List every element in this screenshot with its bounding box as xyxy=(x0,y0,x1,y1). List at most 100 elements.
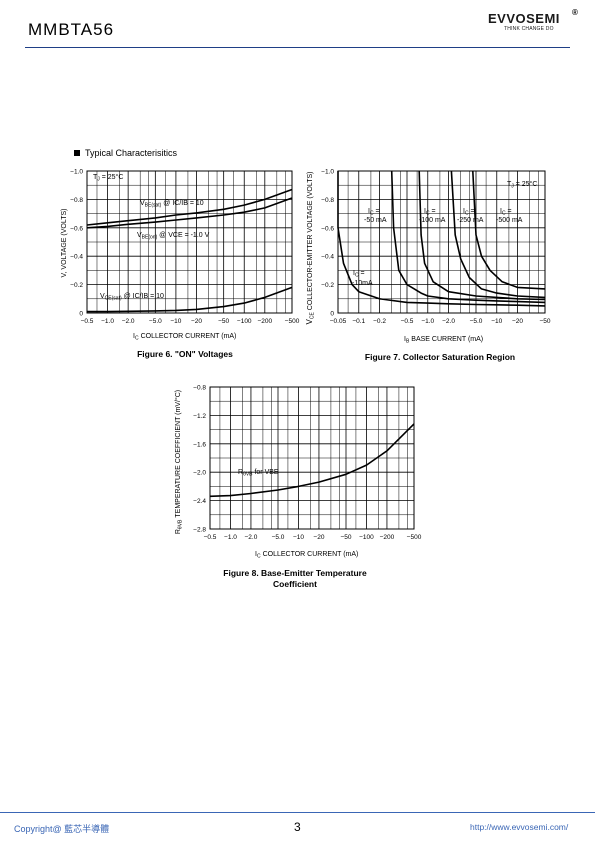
page-number: 3 xyxy=(294,820,301,834)
x-tick-label: −0.5 xyxy=(81,318,94,325)
fig6-vcesat-label: VCE(sat) @ IC/IB = 10 xyxy=(100,293,164,302)
y-tick-label: −0.6 xyxy=(321,225,334,232)
x-tick-label: −2.0 xyxy=(442,318,455,325)
figure-6-text: TJ = 25°C VBE(sat) @ IC/IB = 10 VBE(on) … xyxy=(61,173,236,342)
y-tick-label: −0.8 xyxy=(70,197,83,204)
fig6-xlabel: IC COLLECTOR CURRENT (mA) xyxy=(133,333,236,342)
figure-7-text: TJ = 25°C IC = -50 mA IC = -100 mA IC = -25… xyxy=(305,171,537,344)
section-heading: Typical Characterisitics xyxy=(74,148,177,158)
fig7-tj-label: TJ = 25°C xyxy=(507,180,537,190)
x-tick-label: −5.0 xyxy=(470,318,483,325)
series-line-1 xyxy=(390,170,546,304)
fig8-ylabel: RθVBTEMPERATURE COEFFICIENT (mV/°C) xyxy=(174,390,184,534)
series-line-2 xyxy=(418,170,546,301)
x-tick-label: −100 xyxy=(237,318,252,325)
fig6-tj-label: TJ = 25°C xyxy=(93,173,123,183)
figure-8-caption: Figure 8. Base-Emitter Temperature Coeff… xyxy=(223,568,367,589)
x-tick-label: −500 xyxy=(285,318,300,325)
series-line-1 xyxy=(86,197,293,229)
y-tick-label: 0 xyxy=(79,311,83,318)
y-tick-label: −2.4 xyxy=(193,498,206,505)
x-tick-label: −20 xyxy=(191,318,202,325)
x-tick-label: −10 xyxy=(293,534,304,541)
x-tick-label: −5.0 xyxy=(272,534,285,541)
header-divider xyxy=(25,47,570,48)
part-number-title: MMBTA56 xyxy=(28,20,115,39)
y-tick-label: −1.0 xyxy=(70,169,83,176)
plot-frame xyxy=(86,170,293,314)
footer-divider xyxy=(0,812,595,813)
fig8-xlabel: IC COLLECTOR CURRENT (mA) xyxy=(255,551,358,560)
figure-6-chart: −0.5 −1.0 −2.0 −5.0 −10 −20 −50 −100 −200 −500 −1.… xyxy=(70,169,300,326)
y-tick-label: −0.4 xyxy=(321,254,334,261)
series-line-3 xyxy=(450,170,546,299)
logo-tagline: THINK CHANGE DO xyxy=(504,26,554,32)
fig7-ic-250-label: IC = -250 mA xyxy=(457,208,484,224)
fig8-curve-label: RθVB for VBE xyxy=(238,469,279,478)
x-tick-label: −5.0 xyxy=(149,318,162,325)
section-title: Typical Characterisitics xyxy=(85,148,178,158)
fig7-ylabel: VCECOLLECTOR-EMITTER VOLTAGE (VOLTS) xyxy=(305,171,316,324)
y-tick-label: −0.2 xyxy=(70,282,83,289)
y-tick-label: −0.2 xyxy=(321,282,334,289)
x-tick-label: −0.5 xyxy=(401,318,414,325)
x-tick-label: −200 xyxy=(380,534,395,541)
x-tick-label: −2.0 xyxy=(122,318,135,325)
y-tick-label: −1.2 xyxy=(193,413,206,420)
x-tick-label: −1.0 xyxy=(101,318,114,325)
company-logo: EVVOSEMI ® THINK CHANGE DO xyxy=(488,8,580,37)
series-line-0 xyxy=(86,188,293,226)
x-tick-label: −20 xyxy=(512,318,523,325)
figure-6-caption: Figure 6. "ON" Voltages xyxy=(137,349,233,359)
y-tick-label: −2.8 xyxy=(193,527,206,534)
x-tick-label: −0.5 xyxy=(204,534,217,541)
footer-copyright: Copyright@ 藍芯半導體 xyxy=(14,824,110,834)
fig7-ic-500-label: IC = -500 mA xyxy=(496,208,523,224)
figure-7-chart: −0.05 −0.1 −0.2 −0.5 −1.0 −2.0 −5.0 −10 −20 −50 −1… xyxy=(321,169,551,326)
x-tick-label: −50 xyxy=(340,534,351,541)
x-tick-label: −0.1 xyxy=(352,318,365,325)
x-tick-label: −50 xyxy=(539,318,550,325)
x-tick-label: −1.0 xyxy=(224,534,237,541)
footer-url[interactable]: http://www.evvosemi.com/ xyxy=(470,822,569,832)
x-tick-label: −200 xyxy=(257,318,272,325)
fig7-ic-50-label: IC = -50 mA xyxy=(364,208,387,224)
bullet-square-icon xyxy=(74,150,80,156)
fig6-ylabel: V, VOLTAGE (VOLTS) xyxy=(61,209,68,278)
x-tick-label: −500 xyxy=(407,534,422,541)
series-line-4 xyxy=(472,170,546,290)
fig7-ic-10-label: IC = -10mA xyxy=(352,270,373,287)
plot-frame xyxy=(337,170,546,314)
logo-text: EVVOSEMI xyxy=(488,11,560,26)
figure-8-chart: −0.5 −1.0 −2.0 −5.0 −10 −20 −50 −100 −200 −500 −0.… xyxy=(193,385,422,542)
fig6-vbeon-label: VBE(on) @ VCE = -1.0 V xyxy=(137,232,210,241)
x-tick-label: −100 xyxy=(359,534,374,541)
y-tick-label: 0 xyxy=(330,311,334,318)
y-tick-label: −0.8 xyxy=(193,385,206,392)
registered-mark: ® xyxy=(572,8,578,17)
figure-7-caption: Figure 7. Collector Saturation Region xyxy=(364,352,516,362)
x-tick-label: −10 xyxy=(170,318,181,325)
y-tick-label: −0.6 xyxy=(70,225,83,232)
series-line-0 xyxy=(209,423,415,498)
fig6-vbesat-label: VBE(sat) @ IC/IB = 10 xyxy=(140,200,204,209)
plot-frame xyxy=(209,386,415,530)
fig7-ic-100-label: IC = -100 mA xyxy=(419,208,446,224)
x-tick-label: −0.2 xyxy=(373,318,386,325)
x-tick-label: −50 xyxy=(218,318,229,325)
figure-8-text: RθVB for VBE RθVBTEMPERATURE COEFFICIENT… xyxy=(174,390,358,560)
y-tick-label: −0.4 xyxy=(70,254,83,261)
y-tick-label: −1.0 xyxy=(321,169,334,176)
y-tick-label: −1.6 xyxy=(193,441,206,448)
x-tick-label: −2.0 xyxy=(245,534,258,541)
fig7-xlabel: IB BASE CURRENT (mA) xyxy=(404,336,483,345)
x-tick-label: −0.05 xyxy=(330,318,347,325)
series-line-0 xyxy=(337,171,546,307)
x-tick-label: −10 xyxy=(491,318,502,325)
y-tick-label: −2.0 xyxy=(193,470,206,477)
x-tick-label: −1.0 xyxy=(421,318,434,325)
x-tick-label: −20 xyxy=(313,534,324,541)
y-tick-label: −0.8 xyxy=(321,197,334,204)
series-line-2 xyxy=(87,286,293,313)
